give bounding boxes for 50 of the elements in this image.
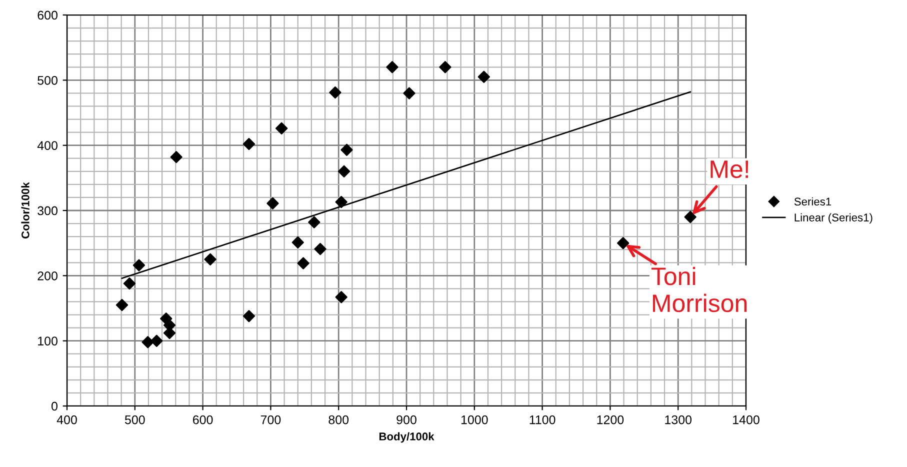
y-tick-label: 300: [38, 206, 58, 216]
x-tick-label: 900: [396, 415, 416, 424]
point: [478, 70, 490, 83]
point: [386, 61, 398, 74]
point: [329, 86, 342, 99]
x-tick-label: 700: [260, 415, 281, 424]
point: [403, 87, 416, 100]
point: [340, 144, 353, 156]
point: [266, 197, 279, 210]
x-tick-label: 1400: [733, 415, 760, 424]
point: [242, 138, 256, 150]
point: [123, 277, 136, 290]
point: [335, 291, 348, 304]
x-tick-label: 1300: [665, 415, 692, 424]
point: [684, 210, 696, 224]
point: [116, 298, 128, 312]
point: [439, 61, 452, 74]
point: [170, 150, 182, 164]
point: [204, 253, 216, 266]
point: [314, 242, 326, 256]
y-tick-label: 500: [38, 76, 58, 85]
point: [150, 334, 163, 347]
legend-label: Series1: [794, 197, 832, 206]
y-tick-label: 600: [38, 10, 58, 20]
x-tick-label: 1200: [597, 415, 624, 424]
point: [617, 237, 630, 250]
y-tick-label: 400: [37, 141, 58, 150]
legend-label: Linear (Series1): [794, 213, 872, 224]
x-tick-label: 1100: [530, 415, 556, 424]
x-tick-label: 600: [193, 415, 213, 424]
point: [132, 259, 146, 272]
y-tick-label: 200: [38, 271, 58, 280]
x-tick-label: 800: [328, 415, 349, 424]
annotation: Toni Morrison: [652, 266, 747, 312]
annotation: Me!: [710, 160, 748, 178]
y-axis-title: Color/100k: [21, 182, 30, 238]
point: [242, 310, 256, 322]
y-tick-label: 0: [52, 402, 58, 411]
x-tick-label: 400: [56, 415, 77, 424]
y-tick-label: 100: [38, 336, 58, 346]
point: [335, 196, 348, 208]
point: [338, 165, 350, 178]
point: [275, 122, 288, 134]
point: [308, 216, 320, 228]
point: [297, 257, 310, 270]
x-tick-label: 1000: [461, 415, 488, 424]
point: [142, 336, 154, 348]
x-tick-label: 500: [124, 415, 145, 424]
x-axis-title: Body/100k: [379, 432, 434, 443]
point: [292, 236, 304, 249]
